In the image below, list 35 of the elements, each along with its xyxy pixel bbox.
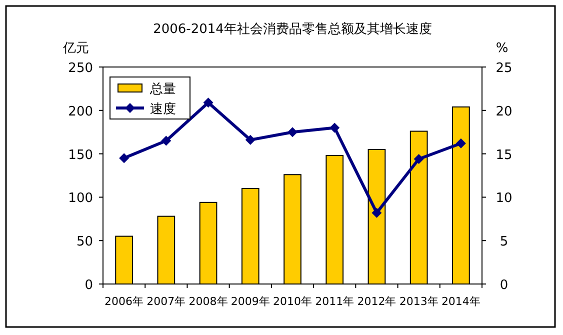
y2-tick-label: 5 [500,234,508,250]
x-tick-label: 2012年 [357,295,396,308]
x-tick-label: 2008年 [188,295,228,308]
point [245,134,256,145]
y2-axis-title: % [496,41,508,56]
y2-tick-label: 15 [496,148,512,163]
y-axis-title: 亿元 [62,41,89,56]
x-tick-label: 2009年 [230,295,270,308]
legend-label: 速度 [150,101,176,117]
x-tick-label: 2011年 [315,295,354,308]
y-tick-label: 50 [76,234,93,250]
x-tick-label: 2006年 [104,295,144,308]
y-tick-label: 150 [68,148,93,163]
point [119,153,130,164]
point [288,127,298,138]
y-tick-label: 250 [68,61,93,76]
x-tick-label: 2013年 [399,295,438,308]
y2-tick-label: 20 [496,104,512,120]
point [414,154,424,164]
y2-tick-label: 10 [496,191,512,206]
chart-title: 2006-2014年社会消费品零售总额及其增长速度 [153,21,432,37]
y-tick-label: 100 [68,191,93,206]
y2-tick-label: 25 [496,61,512,76]
x-tick-label: 2007年 [146,295,186,308]
y2-tick-label: 0 [500,278,508,293]
x-tick-label: 2014年 [441,295,480,308]
y-tick-label: 0 [84,278,93,293]
point [203,98,214,108]
y-tick-label: 200 [68,104,93,120]
point [161,136,172,146]
legend-label: 总量 [149,82,176,97]
x-tick-label: 2010年 [273,295,312,308]
point [330,122,340,133]
point [372,208,382,218]
point [456,138,466,148]
